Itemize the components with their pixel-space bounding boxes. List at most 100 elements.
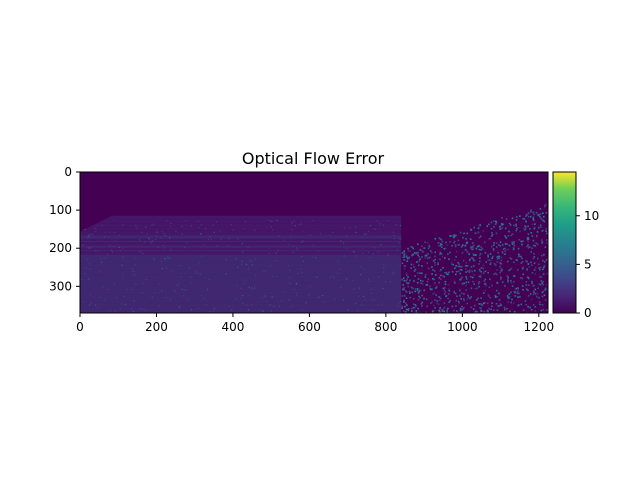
ground-pixel (367, 278, 370, 280)
ground-pixel (165, 296, 167, 299)
vegetation-pixel (492, 249, 495, 252)
vegetation-pixel (406, 304, 408, 306)
y-tick-label: 100 (49, 203, 72, 217)
vegetation-pixel (522, 273, 525, 276)
ground-pixel (104, 257, 106, 260)
vegetation-pixel (539, 266, 542, 269)
ground-pixel (309, 285, 312, 288)
ground-pixel (234, 298, 237, 300)
ground-pixel (161, 231, 163, 233)
vegetation-pixel (502, 223, 505, 226)
vegetation-pixel (538, 283, 541, 285)
ground-band (87, 227, 402, 229)
vegetation-pixel (491, 255, 494, 258)
ground-pixel (141, 308, 143, 310)
vegetation-pixel (542, 268, 544, 271)
vegetation-pixel (447, 297, 449, 300)
vegetation-pixel (531, 223, 534, 226)
vegetation-pixel (478, 236, 481, 239)
ground-pixel (106, 253, 108, 255)
vegetation-pixel (483, 241, 486, 244)
vegetation-pixel (522, 308, 525, 311)
vegetation-pixel (489, 297, 492, 299)
ground-pixel (146, 233, 148, 235)
vegetation-pixel (458, 243, 461, 246)
ground-pixel (112, 219, 114, 222)
vegetation-pixel (453, 281, 456, 283)
vegetation-pixel (416, 311, 418, 313)
vegetation-pixel (405, 310, 407, 313)
vegetation-pixel (425, 284, 428, 286)
ground-pixel (109, 260, 111, 262)
vegetation-pixel (455, 265, 457, 267)
vegetation-pixel (472, 253, 475, 256)
vegetation-pixel (541, 241, 544, 243)
vegetation-pixel (402, 251, 405, 254)
ground-pixel (316, 231, 319, 233)
vegetation-pixel (498, 299, 501, 301)
vegetation-pixel (455, 270, 458, 273)
vegetation-pixel (506, 307, 508, 310)
vegetation-pixel (459, 268, 462, 271)
vegetation-pixel (407, 250, 410, 252)
vegetation-pixel (481, 304, 484, 307)
ground-band (80, 269, 402, 271)
vegetation-pixel (459, 289, 461, 292)
vegetation-pixel (414, 252, 416, 254)
ground-pixel (271, 229, 274, 231)
ground-pixel (188, 298, 190, 300)
vegetation-pixel (505, 248, 508, 251)
vegetation-pixel (519, 276, 522, 279)
vegetation-pixel (516, 216, 518, 218)
vegetation-pixel (488, 286, 491, 289)
ground-band (80, 251, 402, 253)
vegetation-pixel (500, 276, 502, 279)
vegetation-pixel (462, 297, 465, 300)
vegetation-pixel (421, 245, 423, 248)
vegetation-pixel (424, 274, 427, 276)
vegetation-pixel (490, 221, 493, 224)
vegetation-pixel (434, 299, 436, 301)
vegetation-pixel (518, 238, 521, 241)
ground-pixel (322, 294, 324, 296)
ground-pixel (346, 235, 348, 238)
vegetation-pixel (429, 288, 432, 290)
y-tick-label: 200 (49, 241, 72, 255)
vegetation-pixel (525, 260, 527, 262)
vegetation-pixel (502, 248, 505, 250)
vegetation-pixel (446, 309, 448, 312)
ground-band (80, 238, 402, 240)
vegetation-pixel (438, 237, 440, 239)
vegetation-pixel (515, 225, 517, 227)
ground-band (80, 235, 402, 237)
ground-pixel (278, 235, 281, 237)
ground-pixel (300, 296, 303, 298)
ground-pixel (266, 226, 268, 228)
ground-pixel (185, 225, 187, 227)
vegetation-pixel (465, 276, 467, 278)
ground-pixel (213, 307, 215, 309)
vegetation-pixel (493, 225, 495, 228)
vegetation-pixel (408, 279, 411, 282)
vegetation-pixel (401, 278, 404, 281)
vegetation-pixel (431, 310, 434, 313)
vegetation-pixel (480, 310, 482, 312)
ground-pixel (363, 268, 365, 270)
ground-pixel (90, 302, 92, 304)
ground-pixel (100, 258, 102, 260)
ground-pixel (288, 299, 290, 301)
vegetation-pixel (527, 246, 530, 249)
ground-pixel (94, 304, 97, 306)
vegetation-pixel (497, 251, 499, 254)
vegetation-pixel (478, 268, 481, 271)
ground-pixel (266, 263, 268, 265)
vegetation-pixel (417, 254, 419, 256)
ground-pixel (280, 300, 283, 302)
vegetation-pixel (441, 275, 444, 277)
vegetation-pixel (517, 247, 520, 250)
vegetation-pixel (521, 243, 523, 246)
ground-band (103, 219, 402, 221)
ground-pixel (342, 299, 344, 301)
vegetation-pixel (532, 239, 535, 242)
vegetation-pixel (506, 260, 509, 263)
